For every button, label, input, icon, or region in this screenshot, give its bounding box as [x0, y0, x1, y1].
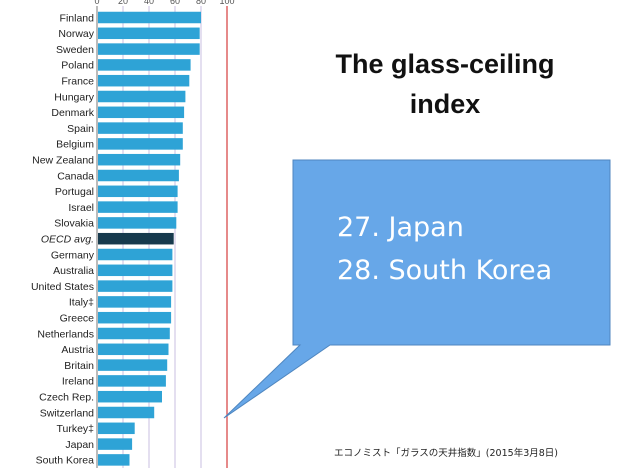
tick-label-20: 20: [118, 0, 128, 6]
category-label: Belgium: [56, 139, 94, 151]
bars: [98, 11, 201, 466]
tick-label-80: 80: [196, 0, 206, 6]
category-label: Portugal: [55, 186, 94, 198]
bar-germany: [98, 248, 173, 261]
category-label: United States: [31, 281, 94, 293]
category-label: Switzerland: [40, 407, 94, 419]
source-note: エコノミスト「ガラスの天井指数」(2015年3月8日): [334, 448, 558, 459]
category-label: OECD avg.: [41, 234, 94, 246]
category-label: Ireland: [62, 376, 94, 388]
bar-oecd-avg: [98, 232, 174, 245]
category-label: Germany: [51, 249, 95, 261]
category-label: Spain: [67, 123, 94, 135]
category-label: Norway: [58, 28, 94, 40]
tick-label-100: 100: [219, 0, 234, 6]
category-label: Australia: [53, 265, 94, 277]
x-axis-ticks: 0 20 40 60 80 100: [94, 0, 234, 6]
bar-czech-rep: [98, 390, 162, 403]
callout-text: 27. Japan 28. South Korea: [337, 206, 552, 292]
bar-israel: [98, 201, 178, 213]
bar-japan: [98, 438, 133, 450]
bar-united-states: [98, 280, 173, 292]
category-label: Poland: [61, 60, 94, 72]
category-label: Canada: [57, 170, 94, 182]
bar-poland: [98, 59, 191, 71]
bar-france: [98, 74, 190, 87]
category-label: Turkey‡: [56, 423, 94, 435]
headline-line-2: index: [409, 89, 481, 119]
bar-spain: [98, 122, 183, 134]
category-label: Italy‡: [69, 297, 94, 309]
category-label: Slovakia: [54, 218, 94, 230]
bar-portugal: [98, 185, 178, 198]
category-label: Britain: [64, 360, 94, 372]
category-label: Japan: [65, 439, 94, 451]
category-label: Sweden: [56, 44, 94, 56]
category-label: Hungary: [54, 91, 94, 103]
bar-denmark: [98, 106, 185, 119]
bar-britain: [98, 359, 168, 371]
tick-label-60: 60: [170, 0, 180, 6]
bar-austria: [98, 343, 169, 356]
bar-australia: [98, 264, 173, 277]
bar-slovakia: [98, 217, 177, 229]
bar-south-korea: [98, 454, 130, 466]
bar-finland: [98, 11, 201, 24]
bar-switzerland: [98, 406, 155, 419]
bar-italy: [98, 296, 172, 308]
category-label: Austria: [61, 344, 94, 356]
bar-hungary: [98, 90, 186, 103]
bar-canada: [98, 169, 179, 182]
category-label: Denmark: [51, 107, 94, 119]
category-label: South Korea: [36, 455, 95, 467]
callout-box: [223, 159, 611, 419]
category-label: France: [61, 76, 94, 88]
category-label: Finland: [60, 12, 95, 24]
category-label: Greece: [60, 313, 95, 325]
bar-norway: [98, 27, 200, 40]
bar-turkey: [98, 422, 135, 435]
callout-line-japan: 27. Japan: [337, 212, 464, 243]
headline: The glass-ceiling index: [300, 44, 590, 124]
bar-ireland: [98, 375, 166, 387]
category-label: Israel: [68, 202, 94, 214]
bar-greece: [98, 311, 172, 324]
bar-sweden: [98, 43, 200, 55]
category-label: Netherlands: [37, 328, 94, 340]
headline-line-1: The glass-ceiling: [335, 49, 555, 79]
category-labels: Finland Norway Sweden Poland France Hungary De…: [31, 12, 95, 466]
category-label: New Zealand: [32, 155, 94, 167]
bar-netherlands: [98, 327, 170, 340]
tick-label-0: 0: [94, 0, 99, 6]
tick-label-40: 40: [144, 0, 154, 6]
bar-belgium: [98, 138, 183, 150]
callout-line-south-korea: 28. South Korea: [337, 255, 553, 286]
category-label: Czech Rep.: [39, 392, 94, 404]
bar-new-zealand: [98, 153, 181, 166]
